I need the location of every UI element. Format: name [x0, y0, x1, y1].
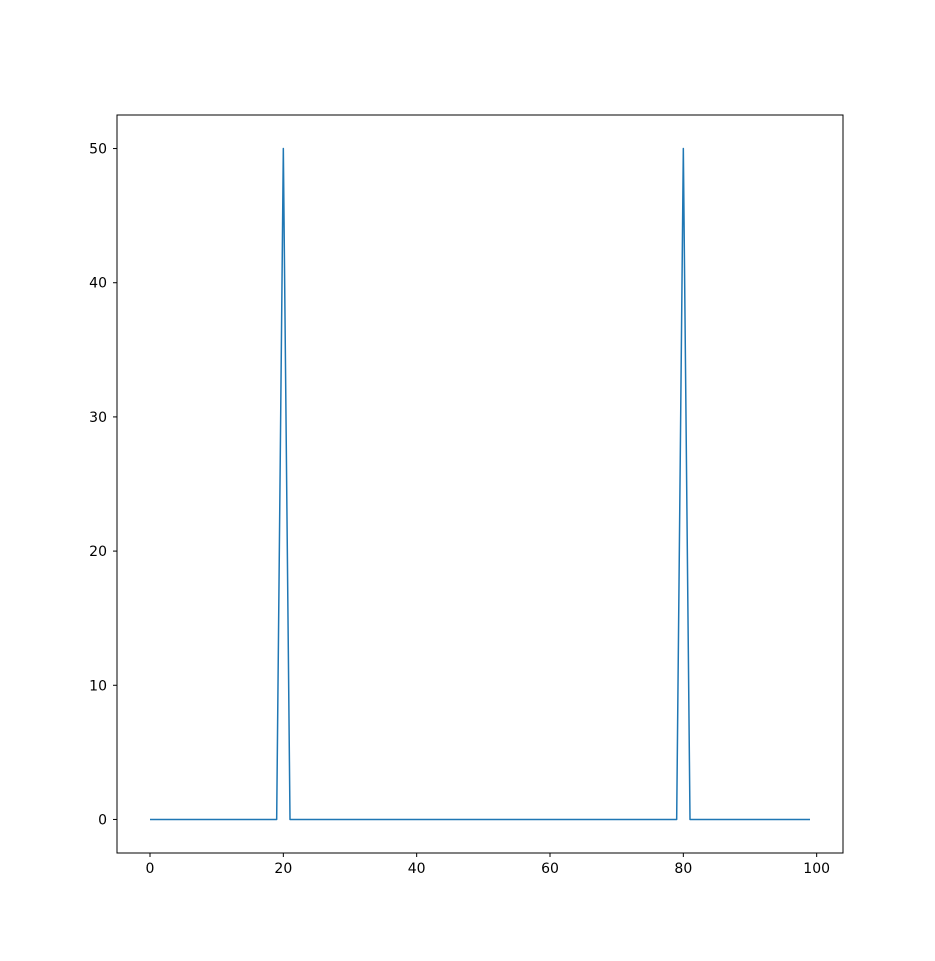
x-tick-label: 80	[674, 861, 692, 877]
x-tick-label: 100	[803, 861, 830, 877]
x-tick-label: 40	[408, 861, 426, 877]
y-tick-label: 20	[89, 544, 107, 560]
y-tick-label: 30	[89, 410, 107, 426]
x-tick-label: 60	[541, 861, 559, 877]
y-tick-label: 0	[98, 812, 107, 828]
x-tick-label: 20	[274, 861, 292, 877]
axes-frame	[116, 114, 844, 854]
y-tick-label: 10	[89, 678, 107, 694]
y-tick-label: 40	[89, 276, 107, 292]
x-tick-label: 0	[146, 861, 155, 877]
y-tick-label: 50	[89, 142, 107, 158]
data-line	[150, 147, 810, 821]
